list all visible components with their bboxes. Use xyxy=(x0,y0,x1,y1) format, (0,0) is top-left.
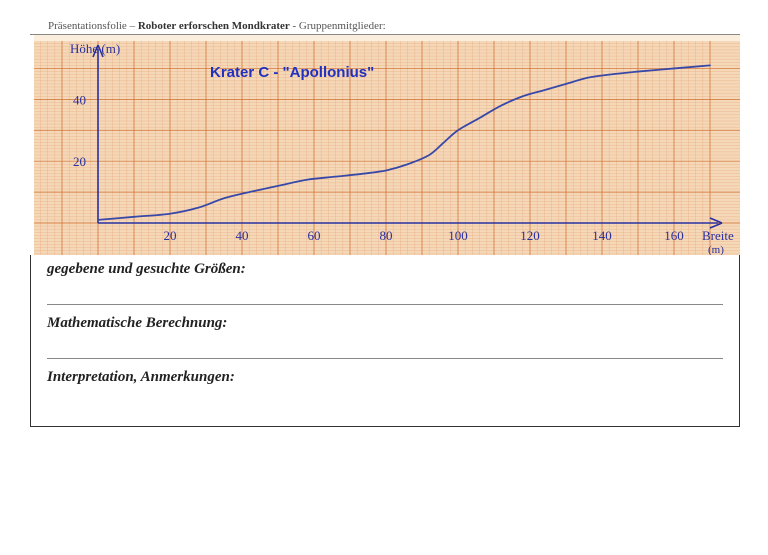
svg-text:100: 100 xyxy=(448,228,468,243)
section-given-sought: gegebene und gesuchte Größen: xyxy=(31,255,739,286)
svg-text:140: 140 xyxy=(592,228,612,243)
section-title-3: Interpretation, Anmerkungen: xyxy=(47,369,723,386)
svg-text:80: 80 xyxy=(380,228,393,243)
worksheet-page: Präsentationsfolie – Roboter erforschen … xyxy=(30,20,740,427)
svg-text:40: 40 xyxy=(236,228,249,243)
svg-text:Höhe (m): Höhe (m) xyxy=(70,41,120,56)
svg-text:Breite: Breite xyxy=(702,228,734,243)
section-interpretation: Interpretation, Anmerkungen: xyxy=(31,359,739,426)
header-prefix: Präsentationsfolie – xyxy=(48,20,138,32)
svg-text:Krater C - "Apollonius": Krater C - "Apollonius" xyxy=(210,64,374,81)
svg-text:20: 20 xyxy=(164,228,177,243)
form-box: gegebene und gesuchte Größen: Mathematis… xyxy=(30,255,740,427)
graph-paper-chart: 20 40 60 80 100 120 140 160 20 40 Höhe (m) Breite(m… xyxy=(30,35,740,255)
header-line: Präsentationsfolie – Roboter erforschen … xyxy=(30,20,740,35)
svg-text:120: 120 xyxy=(520,228,540,243)
svg-text:20: 20 xyxy=(73,154,86,169)
section-calculation: Mathematische Berechnung: xyxy=(31,305,739,340)
chart-svg: 20 40 60 80 100 120 140 160 20 40 Höhe (m) Breite(m… xyxy=(30,35,740,255)
section-title-2: Mathematische Berechnung: xyxy=(47,315,723,332)
svg-text:60: 60 xyxy=(308,228,321,243)
svg-text:40: 40 xyxy=(73,92,86,107)
header-suffix: - Gruppenmitglieder: xyxy=(290,20,386,32)
section-title-1: gegebene und gesuchte Größen: xyxy=(47,261,723,278)
svg-text:(m): (m) xyxy=(708,244,724,255)
svg-text:160: 160 xyxy=(664,228,684,243)
header-title: Roboter erforschen Mondkrater xyxy=(138,20,290,32)
